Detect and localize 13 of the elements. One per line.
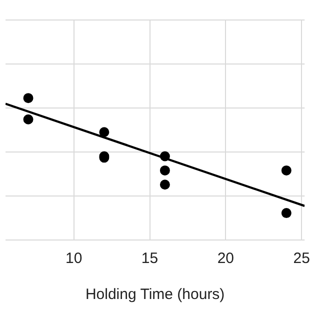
x-tick-label: 15 (141, 250, 158, 268)
x-tick-label: 25 (293, 250, 310, 268)
point (160, 151, 170, 162)
point (23, 93, 34, 104)
x-axis-title: Holding Time (hours) (85, 286, 225, 304)
x-tick-label: 20 (217, 250, 234, 268)
point (281, 165, 292, 176)
point (23, 114, 34, 124)
point (99, 127, 110, 138)
point (281, 208, 292, 218)
point (160, 180, 170, 190)
x-tick-label: 10 (65, 250, 82, 268)
point (160, 165, 170, 176)
